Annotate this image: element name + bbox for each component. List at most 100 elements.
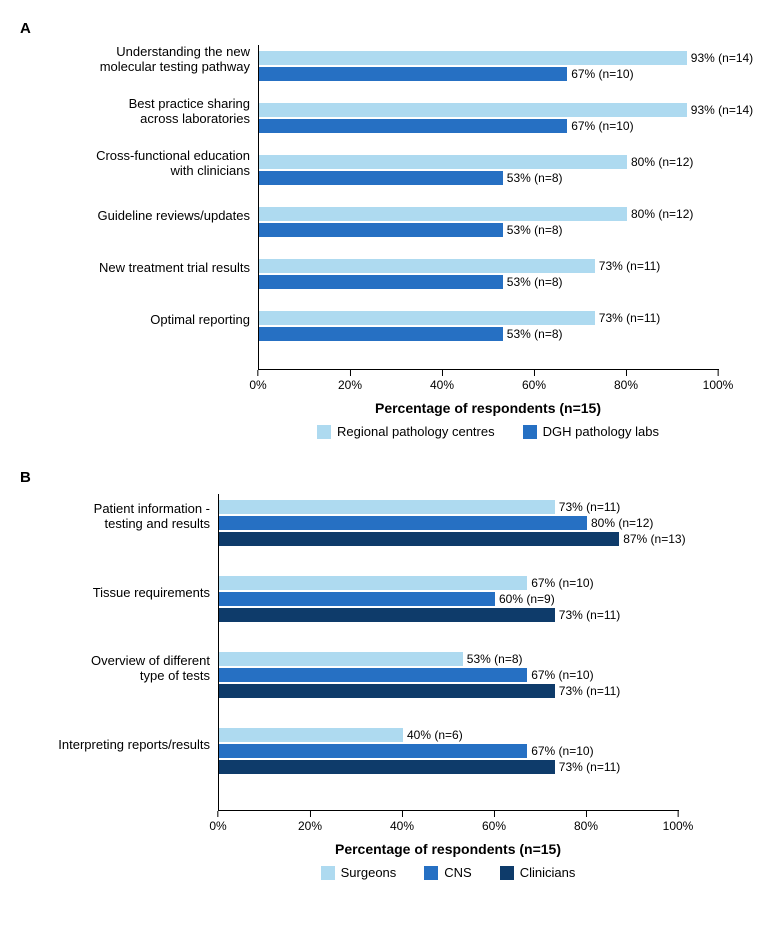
bar: 73% (n=11) [219,760,555,774]
panel-a-x-label: Percentage of respondents (n=15) [258,400,718,416]
tick-mark [218,811,219,817]
x-tick: 20% [298,811,322,833]
x-tick-label: 20% [298,819,322,833]
panel-b-x-ticks: 0%20%40%60%80%100% [218,811,678,839]
legend-label: Surgeons [341,865,397,880]
bar-group: 40% (n=6)67% (n=10)73% (n=11) [219,728,679,804]
x-tick: 60% [482,811,506,833]
bar-group: 80% (n=12) 53% (n=8) [259,207,719,259]
bar: 67% (n=10) [219,576,527,590]
bar-fill [259,155,627,169]
legend-swatch [321,866,335,880]
legend-label: Clinicians [520,865,576,880]
x-tick-label: 100% [703,378,734,392]
category-label: Tissue requirements [20,570,210,646]
bar: 67% (n=10) [259,119,567,133]
x-tick: 40% [390,811,414,833]
bar: 73% (n=11) [219,684,555,698]
bar-fill [259,207,627,221]
bar-fill [219,608,555,622]
panel-b-chart: Patient information -testing and results… [20,494,754,880]
bar-fill [219,684,555,698]
bar-fill [219,652,463,666]
bar-fill [259,327,503,341]
tick-mark [534,370,535,376]
legend-item: Clinicians [500,865,576,880]
x-tick-label: 0% [209,819,226,833]
bar: 93% (n=14) [259,51,687,65]
legend-label: DGH pathology labs [543,424,659,439]
bar-fill [219,532,619,546]
x-tick: 100% [663,811,694,833]
bar-value-label: 40% (n=6) [407,728,463,742]
bar: 73% (n=11) [219,500,555,514]
x-tick-label: 60% [482,819,506,833]
category-label: Interpreting reports/results [20,722,210,798]
bar-value-label: 67% (n=10) [531,668,593,682]
bar-group: 73% (n=11)53% (n=8) [259,311,719,363]
bar-group: 93% (n=14) 67% (n=10) [259,103,719,155]
legend-swatch [424,866,438,880]
bar-value-label: 93% (n=14) [691,51,753,65]
bar-value-label: 53% (n=8) [507,275,563,289]
panel-b: B Patient information -testing and resul… [20,469,754,880]
tick-mark [258,370,259,376]
legend-label: CNS [444,865,471,880]
bar-value-label: 80% (n=12) [631,155,693,169]
x-tick: 0% [209,811,226,833]
bar-value-label: 53% (n=8) [507,171,563,185]
category-label: Patient information -testing and results [20,494,210,570]
panel-a-plot: 93% (n=14) 67% (n=10) 93% (n=14) 67% (n=10)… [258,45,719,370]
tick-mark [442,370,443,376]
panel-b-tag: B [20,469,754,486]
panel-b-legend: Surgeons CNS Clinicians [218,865,678,880]
category-label: Best practice sharingacross laboratories [20,97,250,149]
category-label: Understanding the newmolecular testing p… [20,45,250,97]
x-tick-label: 20% [338,378,362,392]
bar-value-label: 73% (n=11) [559,760,620,774]
panel-b-x-label: Percentage of respondents (n=15) [218,841,678,857]
bar: 67% (n=10) [259,67,567,81]
bar-value-label: 60% (n=9) [499,592,555,606]
x-tick: 40% [430,370,454,392]
bar-value-label: 53% (n=8) [467,652,523,666]
bar-fill [219,592,495,606]
tick-mark [677,811,678,817]
legend-item: CNS [424,865,471,880]
x-tick: 20% [338,370,362,392]
legend-item: DGH pathology labs [523,424,659,439]
bar-fill [259,223,503,237]
bar-fill [219,576,527,590]
bar-value-label: 67% (n=10) [531,576,593,590]
category-label: Guideline reviews/updates [20,201,250,253]
bar-fill [219,500,555,514]
bar-value-label: 87% (n=13) [623,532,685,546]
x-tick: 0% [249,370,266,392]
bar-fill [219,760,555,774]
x-tick-label: 60% [522,378,546,392]
tick-mark [717,370,718,376]
panel-a-chart: Understanding the newmolecular testing p… [20,45,754,439]
bar-fill [219,516,587,530]
bar-value-label: 73% (n=11) [559,684,620,698]
panel-a-legend: Regional pathology centres DGH pathology … [258,424,718,439]
legend-item: Regional pathology centres [317,424,495,439]
tick-mark [350,370,351,376]
panel-b-plot: 73% (n=11)80% (n=12)87% (n=13)67% (n=10)… [218,494,679,811]
bar: 80% (n=12) [259,155,627,169]
panel-b-y-labels: Patient information -testing and results… [20,494,218,880]
bar-value-label: 53% (n=8) [507,327,563,341]
bar-value-label: 73% (n=11) [559,500,620,514]
category-label: Cross-functional educationwith clinician… [20,149,250,201]
bar-group: 93% (n=14) 67% (n=10) [259,51,719,103]
bar: 40% (n=6) [219,728,403,742]
bar-value-label: 53% (n=8) [507,223,563,237]
tick-mark [626,370,627,376]
bar: 73% (n=11) [219,608,555,622]
bar-fill [259,275,503,289]
category-label: Optimal reporting [20,305,250,357]
bar: 93% (n=14) [259,103,687,117]
bar: 53% (n=8) [259,327,503,341]
panel-a: A Understanding the newmolecular testing… [20,20,754,439]
bar: 80% (n=12) [259,207,627,221]
